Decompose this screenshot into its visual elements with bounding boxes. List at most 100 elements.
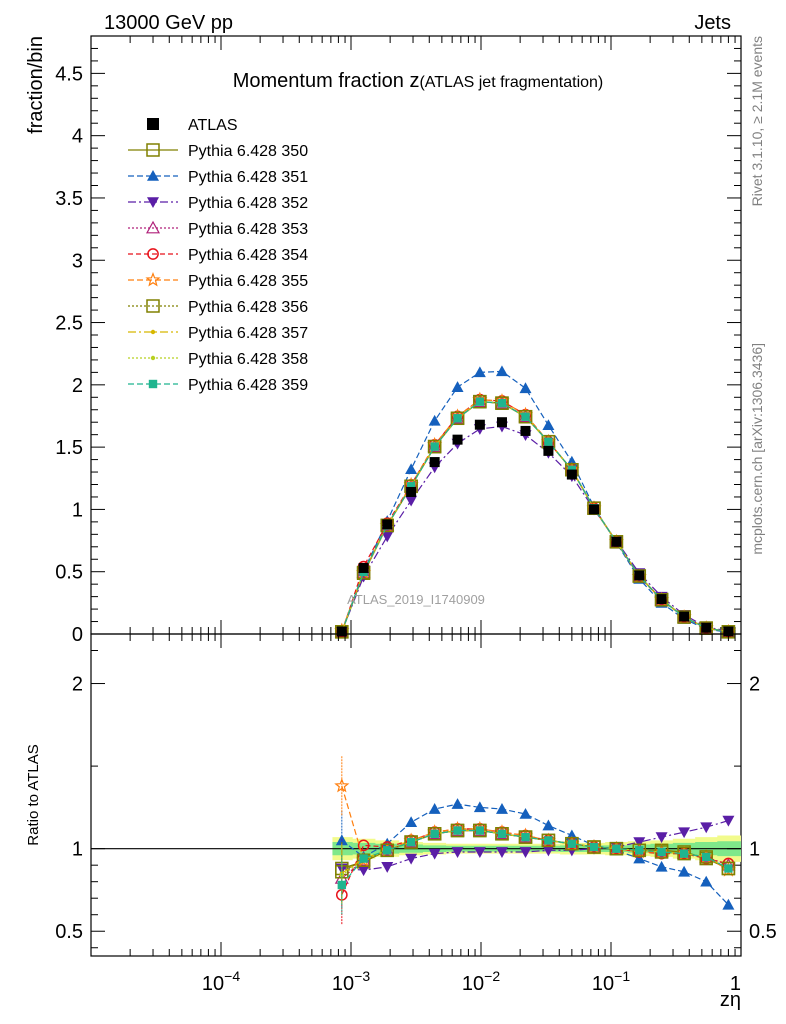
legend-label: Pythia 6.428 350 xyxy=(188,143,308,160)
mc-series-ratio-marker xyxy=(495,827,509,841)
mc-series-top xyxy=(335,394,736,639)
mc-series-marker xyxy=(405,495,418,507)
mc-series-marker xyxy=(381,531,394,543)
mc-series-ratio-marker xyxy=(678,827,691,839)
legend-item: Pythia 6.428 354 xyxy=(128,247,308,264)
y-tick-label: 0 xyxy=(72,624,83,646)
header-left: 13000 GeV pp xyxy=(104,12,233,34)
mc-series-marker xyxy=(453,414,462,423)
legend-item: Pythia 6.428 359 xyxy=(128,377,308,394)
legend-label: Pythia 6.428 351 xyxy=(188,169,308,186)
x-tick-label-base: 10 xyxy=(202,973,224,995)
y-tick-label: 2 xyxy=(72,674,83,696)
mc-series-ratio-marker xyxy=(381,862,394,873)
y-tick-label: 1 xyxy=(72,839,83,861)
atlas-data-point xyxy=(701,622,712,633)
legend-label: Pythia 6.428 359 xyxy=(188,377,308,394)
atlas-data-point xyxy=(496,417,507,428)
legend-label: Pythia 6.428 357 xyxy=(188,325,308,342)
y-tick-label-right: 1 xyxy=(749,839,760,861)
legend-item: Pythia 6.428 351 xyxy=(128,169,308,186)
atlas-data-point xyxy=(679,611,690,622)
ratio-plot-panel: 10−4 10−3 10−2 10−1 10.5 0.51 12 2 xyxy=(55,633,777,995)
x-tick-label-exponent: −2 xyxy=(484,968,500,984)
mc-series-ratio-marker xyxy=(544,836,553,845)
legend-swatch-marker xyxy=(150,329,156,335)
ratio-plot-frame xyxy=(90,633,742,957)
y-tick-label: 4 xyxy=(72,126,83,148)
mc-series-marker xyxy=(427,439,442,454)
mc-series-ratio-marker xyxy=(380,843,394,858)
legend-label: ATLAS xyxy=(188,117,238,134)
y-tick-label-right: 0.5 xyxy=(749,921,777,943)
mc-series-ratio xyxy=(339,828,731,905)
mc-series-ratio-marker xyxy=(451,798,464,809)
mc-series-ratio-marker xyxy=(518,830,533,844)
legend-swatch-marker xyxy=(148,379,158,389)
x-tick-label: 10−1 xyxy=(592,968,630,995)
mc-series-ratio-marker xyxy=(655,860,668,872)
mc-series-ratio xyxy=(337,826,733,915)
atlas-data-point xyxy=(358,562,369,573)
y-tick-label: 3.5 xyxy=(55,188,83,210)
mc-series-marker xyxy=(428,414,441,426)
mc-series-ratio-marker xyxy=(542,819,555,831)
mc-series-ratio xyxy=(339,828,731,904)
mc-series-ratio-marker xyxy=(357,865,370,877)
mc-series-marker xyxy=(450,411,465,426)
mc-series-ratio-marker xyxy=(427,827,442,841)
legend-label: Pythia 6.428 358 xyxy=(188,351,308,368)
chart-title-sub: (ATLAS jet fragmentation) xyxy=(419,74,603,91)
mc-series-ratio-marker xyxy=(541,833,556,848)
x-tick-label-exponent: −3 xyxy=(354,968,370,984)
mc-series-ratio-marker xyxy=(721,861,736,876)
mc-series-ratio-marker xyxy=(383,846,392,855)
legend-swatch-marker xyxy=(147,197,159,208)
rivet-version-text: Rivet 3.1.10, ≥ 2.1M events xyxy=(749,36,765,206)
mc-series-ratio-marker xyxy=(521,832,530,842)
mc-series-ratio-marker xyxy=(405,816,418,828)
analysis-watermark: ATLAS_2019_I1740909 xyxy=(347,592,485,607)
mc-series-ratio-marker xyxy=(357,839,370,852)
mc-series-ratio-marker xyxy=(565,836,579,851)
mc-series-ratio-marker xyxy=(430,829,439,839)
legend-label: Pythia 6.428 354 xyxy=(188,247,308,264)
x-tick-label: 10−2 xyxy=(462,968,500,995)
atlas-data-points xyxy=(336,417,734,637)
legend-swatch-marker xyxy=(147,118,159,130)
legend-label: Pythia 6.428 353 xyxy=(188,221,308,238)
mc-series-marker xyxy=(475,397,485,406)
mc-series-marker xyxy=(609,535,624,549)
mc-series-ratio-marker xyxy=(700,822,713,834)
mc-series-marker xyxy=(406,482,416,491)
mc-series-ratio-marker xyxy=(702,852,711,862)
legend-item: Pythia 6.428 356 xyxy=(128,299,308,316)
mc-series-ratio-line xyxy=(341,829,729,886)
y-axis-label-top: fraction/bin xyxy=(25,36,47,134)
mc-series-ratio-marker xyxy=(678,865,691,877)
y-tick-label: 1 xyxy=(72,499,83,521)
mc-series-ratio-marker xyxy=(406,837,416,847)
y-tick-label: 4.5 xyxy=(55,63,83,85)
mc-series-marker xyxy=(473,366,486,378)
mc-series-ratio-marker xyxy=(699,850,713,864)
x-tick-label-base: 1 xyxy=(730,973,741,995)
main-plot-panel: 0 0.5 1 1.5 2 2.5 3 3.5 4 4.5 xyxy=(55,35,742,646)
mc-series-ratio-marker xyxy=(497,829,507,839)
mc-series-ratio-marker xyxy=(405,853,418,865)
mc-series-marker xyxy=(519,382,532,394)
mc-series-ratio-marker xyxy=(473,847,486,858)
mc-series-ratio-marker xyxy=(722,898,735,910)
mc-series-ratio-marker xyxy=(567,839,577,848)
atlas-data-point xyxy=(611,536,622,547)
chart-title: Momentum fraction z(ATLAS jet fragmentat… xyxy=(233,70,604,92)
y-axis-label-bottom: Ratio to ATLAS xyxy=(25,744,42,845)
y-tick-label: 3 xyxy=(72,250,83,272)
mc-series-marker xyxy=(405,463,418,475)
x-tick-label: 1 xyxy=(730,973,741,995)
legend-item: Pythia 6.428 355 xyxy=(128,272,308,290)
legend-swatch-marker xyxy=(146,143,160,157)
mc-series-ratio-marker xyxy=(404,835,418,849)
legend-item: Pythia 6.428 357 xyxy=(128,325,308,342)
